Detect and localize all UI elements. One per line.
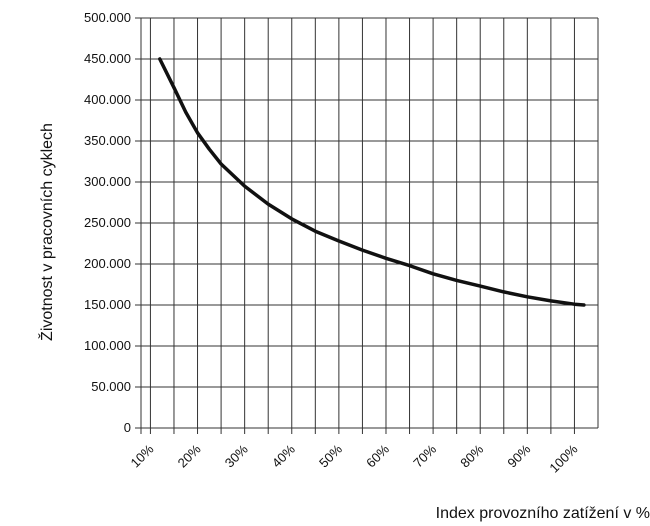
x-tick-label: 100% (546, 441, 580, 475)
y-tick-label: 400.000 (84, 92, 131, 107)
x-tick-label: 80% (457, 441, 486, 470)
x-tick-label: 60% (363, 441, 392, 470)
x-tick-label: 40% (269, 441, 298, 470)
x-tick-labels: 10% 20% 30% 40% 50% 60% 70% 80% 90% 100% (128, 441, 581, 475)
series-line (158, 57, 586, 307)
y-tick-label: 150.000 (84, 297, 131, 312)
y-tick-label: 250.000 (84, 215, 131, 230)
y-tick-label: 300.000 (84, 174, 131, 189)
y-tick-label: 50.000 (91, 379, 131, 394)
y-tick-label: 0 (124, 420, 131, 435)
y-tick-labels: 0 50.000 100.000 150.000 200.000 250.000 300.0… (84, 10, 131, 435)
x-tick-label: 10% (128, 441, 157, 470)
x-tick-label: 90% (504, 441, 533, 470)
x-tick-label: 50% (316, 441, 345, 470)
x-tick-label: 70% (410, 441, 439, 470)
x-axis-title: Index provozního zatížení v % (436, 505, 650, 522)
x-tick-label: 20% (175, 441, 204, 470)
x-tick-label: 30% (222, 441, 251, 470)
y-tick-label: 200.000 (84, 256, 131, 271)
y-tick-label: 350.000 (84, 133, 131, 148)
y-tick-label: 450.000 (84, 51, 131, 66)
y-tick-label: 100.000 (84, 338, 131, 353)
y-tick-label: 500.000 (84, 10, 131, 25)
series-group (158, 57, 586, 307)
y-axis-title: Životnost v pracovních cyklech (37, 123, 56, 341)
grid (135, 17, 599, 434)
